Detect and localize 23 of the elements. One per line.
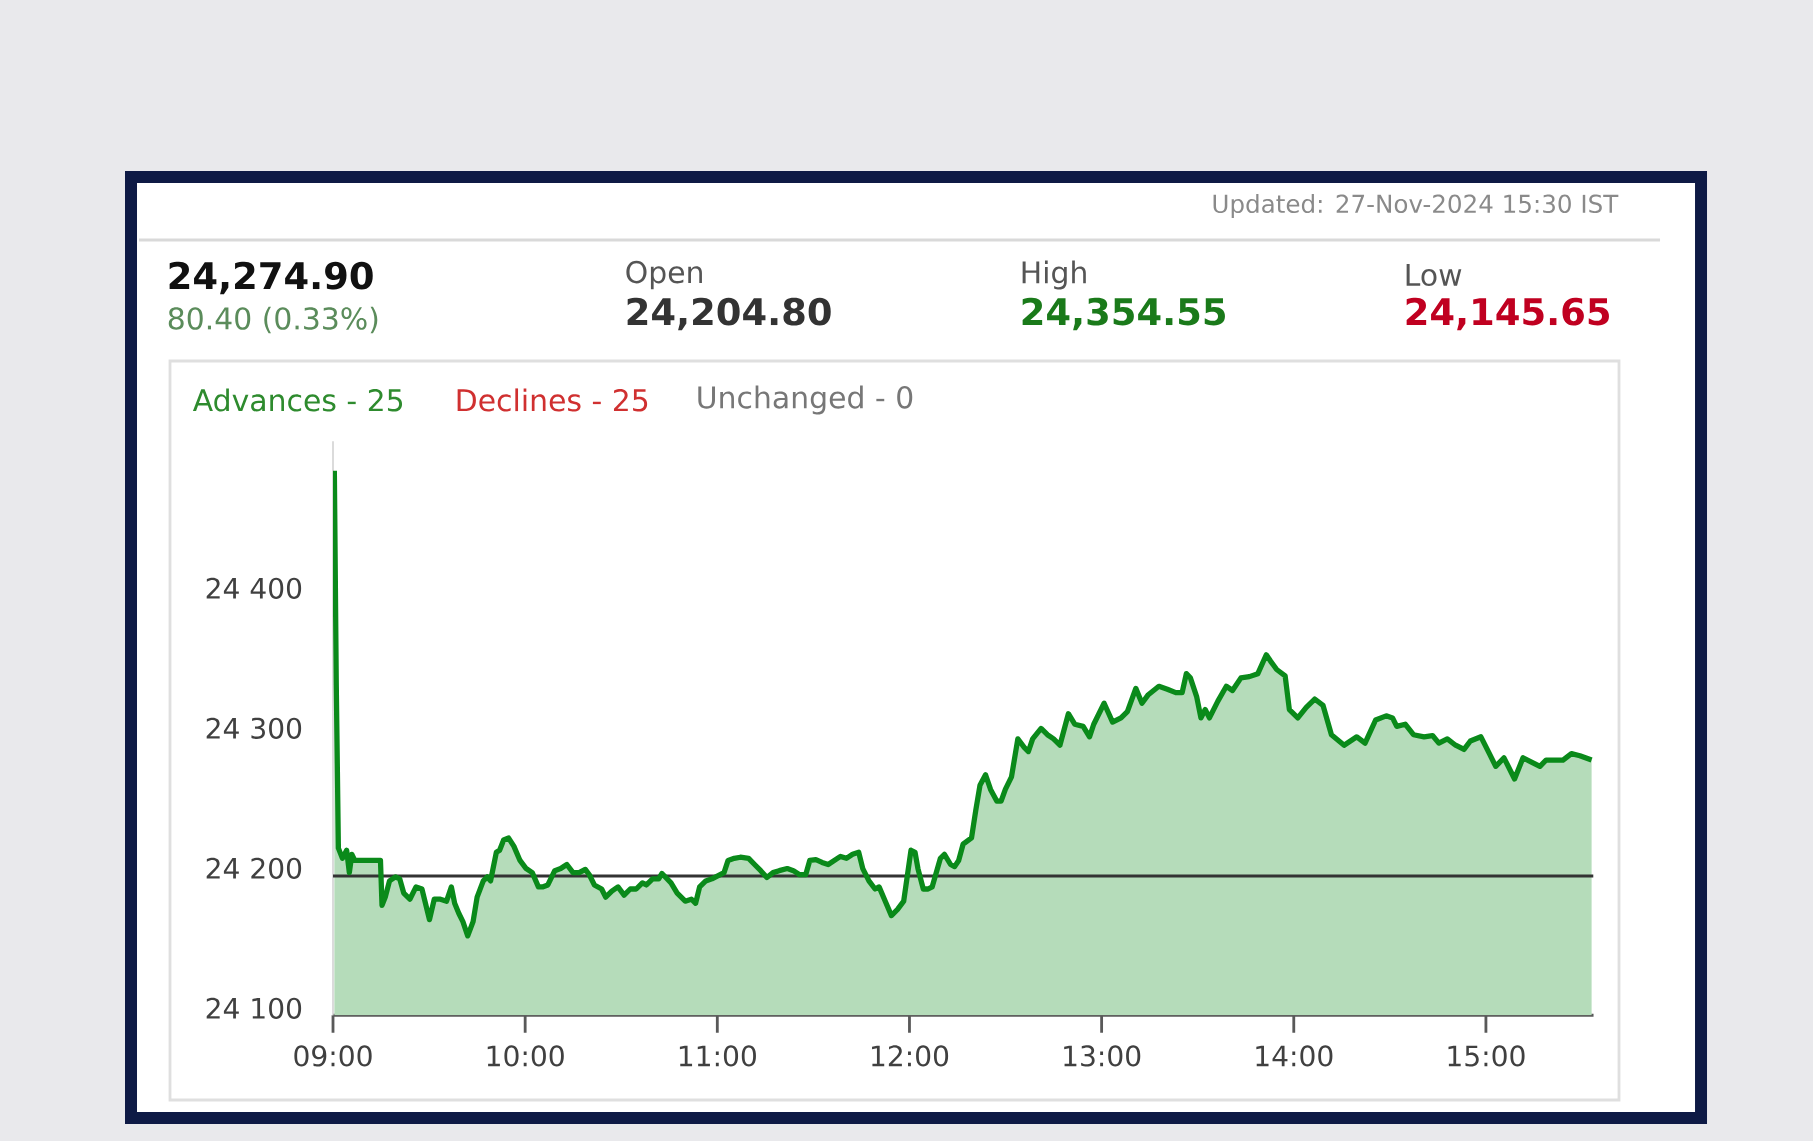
y-tick-label: 24 400: [206, 577, 302, 599]
y-tick-label: 24 300: [206, 717, 302, 739]
y-tick-label: 24 100: [206, 997, 302, 1019]
text: 24,204.80: [627, 297, 831, 331]
x-tick-label: 11:00: [679, 1045, 756, 1067]
x-tick-label: 14:00: [1256, 1045, 1333, 1067]
x-tick-label: 13:00: [1064, 1045, 1141, 1067]
text: 24,274.90: [169, 261, 373, 295]
text: Advances - 25: [192, 388, 403, 412]
text: Unchanged - 0: [698, 385, 913, 415]
text: Declines - 25: [457, 388, 648, 412]
text: Low: [1406, 263, 1462, 287]
x-tick-label: 15:00: [1448, 1045, 1525, 1067]
text: High: [1022, 260, 1086, 290]
text: Open: [626, 260, 702, 290]
text: 80.40 (0.33%): [168, 306, 378, 334]
text: 24,354.55: [1022, 297, 1225, 331]
x-tick-label: 12:00: [872, 1045, 949, 1067]
x-tick-label: 10:00: [487, 1045, 564, 1067]
text: 24,145.65: [1406, 297, 1609, 331]
text: Updated: 27-Nov-2024 15:30 IST: [1213, 194, 1619, 218]
y-tick-label: 24 200: [206, 857, 302, 879]
x-tick-label: 09:00: [294, 1045, 372, 1067]
